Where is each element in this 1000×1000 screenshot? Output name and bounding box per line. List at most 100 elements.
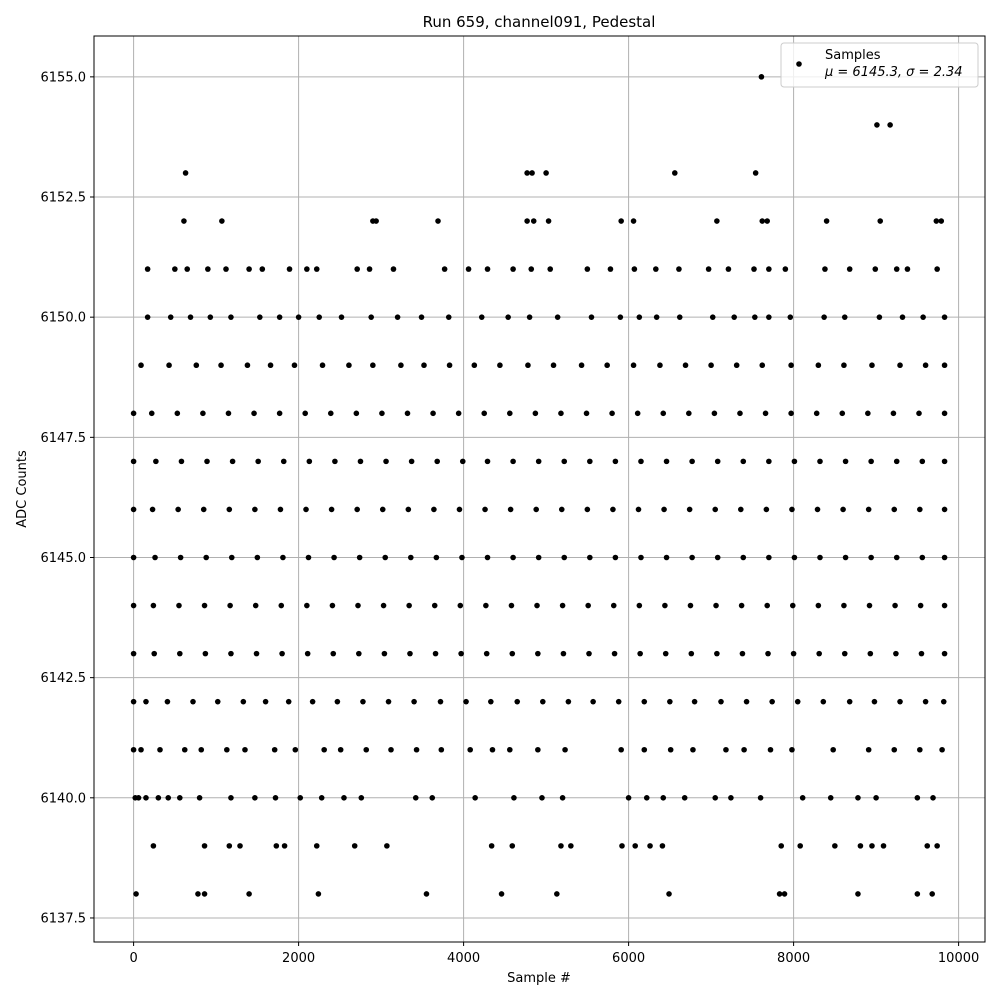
data-point <box>130 506 137 513</box>
x-tick-label: 6000 <box>612 951 645 966</box>
data-point <box>841 602 847 609</box>
data-point <box>130 458 137 465</box>
data-point <box>611 650 618 657</box>
y-tick-label: 6150.0 <box>41 311 87 326</box>
data-point <box>351 843 358 849</box>
data-point <box>201 891 208 897</box>
data-point <box>776 891 783 897</box>
data-point <box>789 602 796 609</box>
data-point <box>871 698 878 705</box>
data-point <box>370 362 376 369</box>
x-tick-label: 4000 <box>447 951 480 966</box>
data-point <box>841 314 848 320</box>
data-point <box>617 314 624 320</box>
data-point <box>846 266 853 272</box>
data-point <box>653 314 660 320</box>
data-point <box>914 795 921 801</box>
data-point <box>257 314 263 320</box>
data-point <box>934 266 940 272</box>
data-point <box>277 506 284 513</box>
data-point <box>412 795 419 801</box>
data-point <box>150 843 157 849</box>
data-point <box>643 795 650 801</box>
y-tick-label: 6140.0 <box>41 791 87 806</box>
data-point <box>445 314 452 320</box>
data-point <box>686 506 693 513</box>
data-point <box>759 218 766 224</box>
data-point <box>584 506 591 513</box>
data-point <box>226 843 233 849</box>
data-point <box>337 746 344 753</box>
data-point <box>273 843 280 849</box>
data-point <box>489 746 496 753</box>
data-point <box>688 650 695 657</box>
data-point <box>711 410 718 417</box>
data-point <box>390 266 397 272</box>
data-point <box>510 554 516 561</box>
data-point <box>133 891 139 897</box>
data-point <box>195 891 201 897</box>
data-point <box>868 458 874 465</box>
data-point <box>242 746 248 753</box>
data-point <box>434 458 441 465</box>
data-point <box>815 602 822 609</box>
data-point <box>497 362 503 369</box>
data-point <box>262 698 269 705</box>
data-point <box>562 746 568 753</box>
data-point <box>637 650 643 657</box>
data-point <box>667 746 674 753</box>
data-point <box>228 554 235 561</box>
data-point <box>458 650 464 657</box>
data-point <box>253 650 260 657</box>
data-point <box>510 266 516 272</box>
data-point <box>867 650 874 657</box>
data-point <box>329 602 336 609</box>
data-point <box>408 554 414 561</box>
data-point <box>929 891 935 897</box>
data-point <box>214 698 221 705</box>
data-point <box>465 266 472 272</box>
data-point <box>830 746 836 753</box>
data-point <box>130 554 137 561</box>
data-point <box>174 410 181 417</box>
data-point <box>855 891 861 897</box>
data-point <box>166 362 172 369</box>
data-point <box>641 698 648 705</box>
data-point <box>635 506 642 513</box>
data-point <box>226 506 233 513</box>
data-point <box>177 650 183 657</box>
data-point <box>304 266 310 272</box>
data-point <box>587 554 593 561</box>
data-point <box>406 602 412 609</box>
data-point <box>857 843 864 849</box>
data-point <box>157 746 163 753</box>
data-point <box>130 410 137 417</box>
data-point <box>941 506 948 513</box>
data-point <box>917 506 923 513</box>
legend-label: Samples <box>825 48 881 63</box>
data-point <box>712 795 719 801</box>
data-point <box>149 506 156 513</box>
data-point <box>478 314 485 320</box>
data-point <box>196 795 203 801</box>
data-point <box>897 698 903 705</box>
data-point <box>488 843 495 849</box>
data-point <box>203 554 209 561</box>
data-point <box>286 266 293 272</box>
data-point <box>791 458 798 465</box>
x-axis-title: Sample # <box>507 971 571 986</box>
data-point <box>930 795 936 801</box>
data-point <box>384 843 390 849</box>
data-point <box>202 650 209 657</box>
data-point <box>922 698 929 705</box>
data-point <box>731 314 737 320</box>
data-point <box>435 218 441 224</box>
data-point <box>740 554 747 561</box>
data-point <box>321 746 327 753</box>
data-point <box>587 458 593 465</box>
data-point <box>869 362 875 369</box>
data-point <box>532 410 539 417</box>
data-point <box>305 554 312 561</box>
data-point <box>561 554 568 561</box>
